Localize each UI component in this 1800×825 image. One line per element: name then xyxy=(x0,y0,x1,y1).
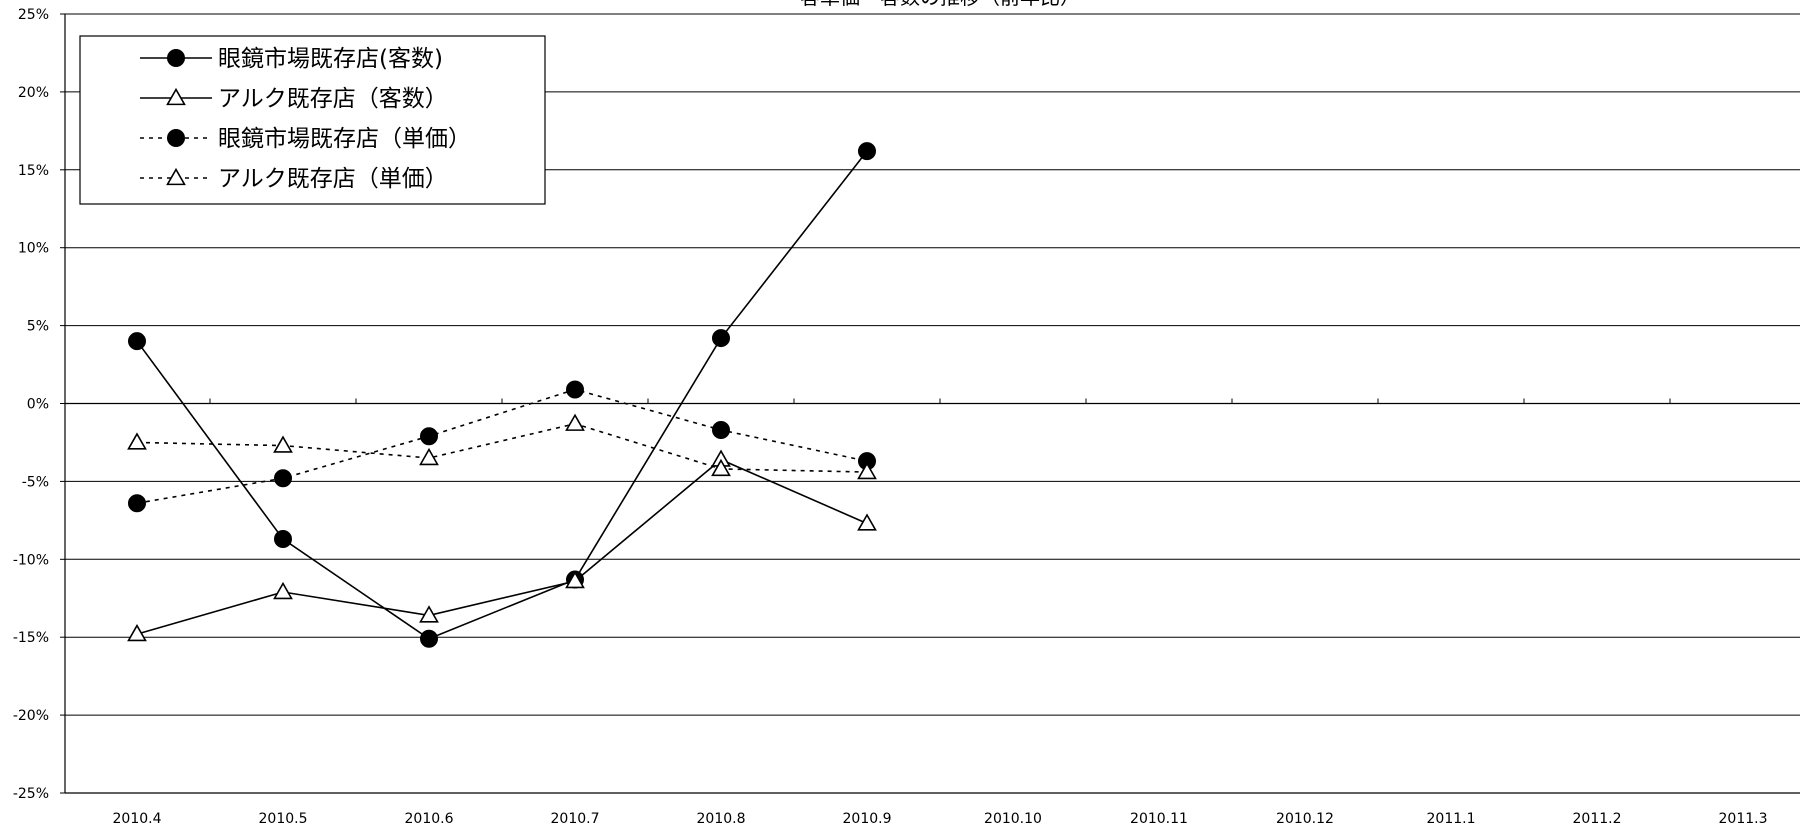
legend-item: 眼鏡市場既存店(客数) xyxy=(140,46,443,72)
data-point xyxy=(566,380,584,399)
legend-marker xyxy=(166,87,186,106)
data-point xyxy=(565,570,585,589)
legend-item: アルク既存店（単価） xyxy=(140,166,448,192)
series-line xyxy=(136,422,868,473)
x-tick-label: 2010.12 xyxy=(1276,811,1334,825)
data-point xyxy=(419,447,439,466)
legend-marker xyxy=(167,49,185,67)
x-tick-label: 2010.10 xyxy=(984,811,1042,825)
y-tick-label: 25% xyxy=(18,7,49,23)
legend-label: 眼鏡市場既存店（単価） xyxy=(218,126,471,152)
legend-marker xyxy=(166,167,186,186)
legend: 眼鏡市場既存店(客数) アルク既存店（客数） 眼鏡市場既存店（単価） アルク既存店（単… xyxy=(79,35,546,205)
x-tick-label: 2010.5 xyxy=(259,811,308,825)
x-tick-label: 2010.8 xyxy=(697,811,746,825)
data-point xyxy=(420,629,438,648)
series-4 xyxy=(127,413,877,480)
data-point xyxy=(857,461,877,480)
data-point xyxy=(127,432,147,450)
x-tick-label: 2011.2 xyxy=(1573,811,1622,825)
data-point xyxy=(273,581,293,600)
data-point xyxy=(565,413,585,431)
series-2 xyxy=(127,449,877,642)
data-point xyxy=(712,420,730,439)
data-point xyxy=(273,435,293,453)
data-point xyxy=(274,469,292,488)
series-line xyxy=(136,150,868,640)
data-point xyxy=(419,605,439,623)
data-point xyxy=(128,332,146,351)
x-tick-label: 2010.7 xyxy=(551,811,600,825)
legend-item: 眼鏡市場既存店（単価） xyxy=(140,126,471,152)
y-tick-label: -25% xyxy=(13,786,49,802)
y-tick-label: -20% xyxy=(13,708,49,724)
legend-box xyxy=(79,35,546,205)
series-3 xyxy=(128,380,876,513)
legend-item: アルク既存店（客数） xyxy=(140,86,448,112)
y-tick-label: 15% xyxy=(18,163,49,179)
series-line xyxy=(136,388,868,505)
data-point xyxy=(857,513,877,531)
series-1 xyxy=(128,142,876,648)
data-point xyxy=(274,530,292,549)
series-line xyxy=(136,458,868,635)
data-point xyxy=(420,427,438,446)
y-tick-label: -10% xyxy=(13,552,49,568)
x-tick-label: 2010.11 xyxy=(1130,811,1188,825)
y-tick-label: -15% xyxy=(13,630,49,646)
data-point xyxy=(128,494,146,513)
y-tick-label: 10% xyxy=(18,241,49,257)
data-point xyxy=(711,458,731,477)
legend-label: アルク既存店（単価） xyxy=(218,166,448,192)
data-point xyxy=(712,329,730,348)
x-tick-label: 2010.6 xyxy=(405,811,454,825)
x-tick-label: 2010.9 xyxy=(843,811,892,825)
data-point xyxy=(858,142,876,161)
y-tick-label: 20% xyxy=(18,85,49,101)
y-tick-label: -5% xyxy=(22,474,49,490)
legend-label: アルク既存店（客数） xyxy=(218,86,448,112)
legend-label: 眼鏡市場既存店(客数) xyxy=(218,46,443,72)
x-tick-label: 2011.1 xyxy=(1427,811,1476,825)
data-point xyxy=(127,623,147,642)
chart-title: 客単価・客数の推移（前年比） xyxy=(800,0,1080,9)
y-tick-label: 0% xyxy=(27,397,49,413)
x-tick-label: 2010.4 xyxy=(113,811,162,825)
legend-marker xyxy=(167,129,185,147)
x-tick-label: 2011.3 xyxy=(1719,811,1768,825)
y-tick-label: 5% xyxy=(27,319,49,335)
